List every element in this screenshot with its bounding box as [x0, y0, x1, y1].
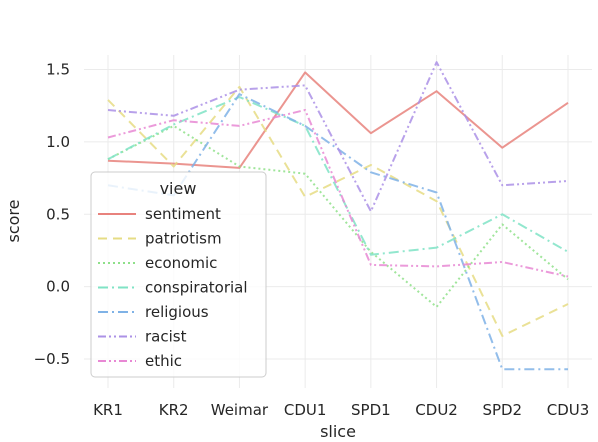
y-tick-label: 1.5: [46, 60, 70, 78]
x-tick-label: CDU2: [415, 401, 458, 419]
legend-box: [90, 171, 267, 378]
legend: view sentiment patriotism economic conspira…: [90, 171, 267, 378]
legend-label-ethic: ethic: [145, 352, 182, 370]
x-axis-label: slice: [320, 422, 356, 441]
series-line-racist: [107, 61, 569, 213]
x-tick-label: KR2: [159, 401, 189, 419]
series-line-patriotism: [107, 85, 569, 337]
x-tick-label: SPD2: [482, 401, 522, 419]
x-tick-labels: KR1 KR2 Weimar CDU1 SPD1 CDU2 SPD2 CDU3: [93, 401, 589, 419]
series-line-conspiratorial: [107, 96, 569, 256]
x-tick-label: Weimar: [211, 401, 269, 419]
y-tick-label: 0.0: [46, 278, 70, 296]
legend-title: view: [160, 179, 197, 198]
x-tick-label: KR1: [93, 401, 123, 419]
legend-label-economic: economic: [145, 254, 217, 272]
legend-label-patriotism: patriotism: [145, 230, 222, 248]
y-tick-labels: −0.5 0.0 0.5 1.0 1.5: [34, 60, 70, 368]
x-tick-label: CDU3: [547, 401, 590, 419]
y-tick-label: 1.0: [46, 133, 70, 151]
series-line-economic: [107, 124, 569, 308]
series-line-sentiment: [107, 71, 569, 169]
y-tick-label: 0.5: [46, 205, 70, 223]
legend-label-sentiment: sentiment: [145, 205, 221, 223]
legend-label-conspiratorial: conspiratorial: [145, 279, 248, 297]
y-axis-label: score: [4, 200, 23, 243]
y-tick-label: −0.5: [34, 350, 70, 368]
legend-label-religious: religious: [145, 303, 209, 321]
x-tick-label: SPD1: [351, 401, 391, 419]
x-tick-label: CDU1: [284, 401, 327, 419]
legend-label-racist: racist: [145, 328, 187, 346]
series-line-ethic: [107, 109, 569, 278]
